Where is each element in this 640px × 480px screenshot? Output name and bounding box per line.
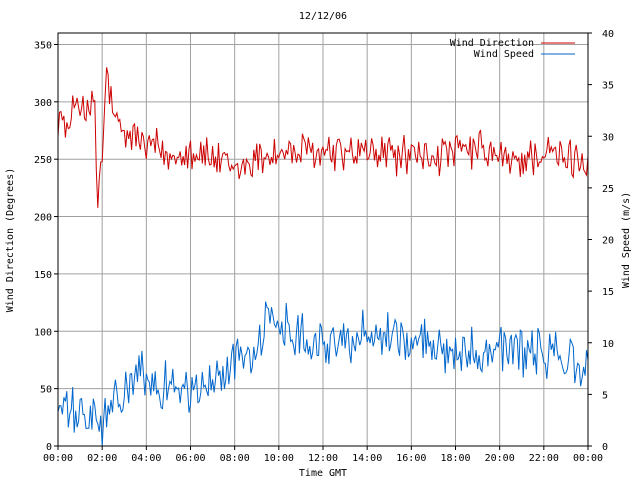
chart-title: 12/12/06	[299, 11, 347, 22]
series-layer	[57, 67, 589, 447]
x-tick-labels: 00:00 02:00 04:00 06:00 08:00 10:00 12:00 14:00…	[43, 446, 603, 464]
y-left-tick-label: 200	[34, 213, 52, 224]
x-tick-label: 16:00	[396, 453, 426, 464]
y-left-tick-label: 0	[46, 442, 52, 453]
y-right-tick-label: 20	[602, 236, 614, 247]
y-right-tick-label: 10	[602, 339, 614, 350]
x-tick-label: 00:00	[43, 453, 73, 464]
x-tick-label: 10:00	[264, 453, 294, 464]
y-left-tick-label: 50	[40, 385, 52, 396]
y-right-tick-labels: 0 5 10 15 20 25 30 35 40	[588, 29, 614, 453]
x-tick-label: 12:00	[308, 453, 338, 464]
y-left-tick-label: 150	[34, 270, 52, 281]
legend-label-wind-speed: Wind Speed	[474, 49, 534, 60]
x-tick-label: 00:00	[573, 453, 603, 464]
x-tick-label: 02:00	[87, 453, 117, 464]
y-right-tick-label: 40	[602, 29, 614, 40]
x-tick-label: 20:00	[485, 453, 515, 464]
x-tick-label: 06:00	[175, 453, 205, 464]
x-tick-label: 22:00	[529, 453, 559, 464]
y-left-tick-label: 350	[34, 40, 52, 51]
x-tick-label: 08:00	[220, 453, 250, 464]
y-right-tick-label: 35	[602, 81, 614, 92]
x-tick-label: 14:00	[352, 453, 382, 464]
x-axis-label: Time GMT	[299, 468, 347, 479]
y-left-tick-label: 300	[34, 98, 52, 109]
y-right-axis-label: Wind Speed (m/s)	[621, 192, 632, 288]
y-right-tick-label: 5	[602, 390, 608, 401]
y-left-tick-labels: 0 50 100 150 200 250 300 350	[34, 40, 58, 453]
grid	[58, 33, 588, 446]
y-left-axis-label: Wind Direction (Degrees)	[5, 168, 16, 313]
y-right-tick-label: 25	[602, 184, 614, 195]
x-tick-label: 04:00	[131, 453, 161, 464]
y-right-tick-label: 30	[602, 132, 614, 143]
y-left-tick-label: 250	[34, 155, 52, 166]
x-tick-label: 18:00	[440, 453, 470, 464]
legend: Wind Direction Wind Speed	[450, 38, 575, 60]
y-right-tick-label: 15	[602, 287, 614, 298]
legend-label-wind-direction: Wind Direction	[450, 38, 534, 49]
y-left-tick-label: 100	[34, 327, 52, 338]
y-right-tick-label: 0	[602, 442, 608, 453]
wind-direction-line	[57, 67, 589, 208]
wind-speed-line	[57, 301, 589, 447]
